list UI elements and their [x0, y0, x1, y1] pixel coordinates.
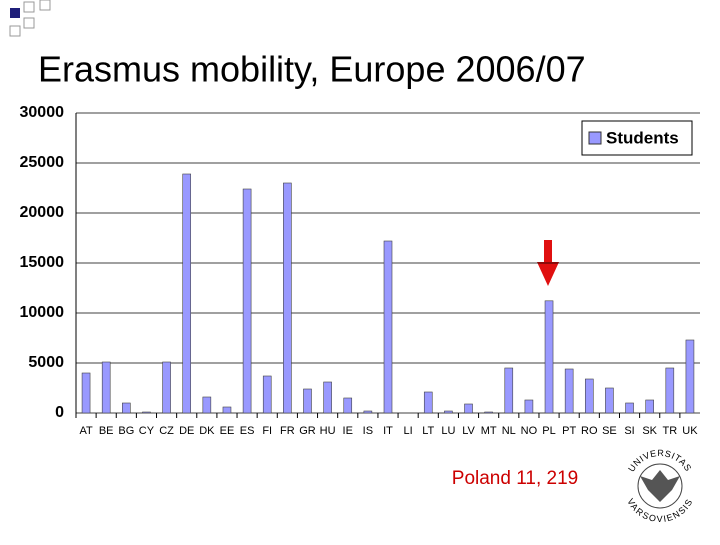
bar — [242, 188, 252, 414]
bar — [202, 396, 212, 414]
bar — [363, 410, 373, 414]
bar — [665, 367, 675, 414]
bar — [645, 399, 654, 414]
x-tick-label: IS — [363, 425, 373, 437]
x-tick-label: AT — [79, 425, 93, 437]
x-tick-label: PT — [562, 425, 576, 437]
y-tick-label: 20000 — [20, 204, 65, 221]
bar — [564, 368, 574, 414]
bar — [81, 372, 91, 414]
x-tick-label: SI — [624, 425, 634, 437]
x-tick-label: NO — [521, 425, 538, 437]
x-tick-label: RO — [581, 425, 598, 437]
bar — [142, 411, 151, 414]
bar — [222, 406, 232, 414]
bar — [122, 402, 131, 414]
bar — [162, 361, 171, 414]
annotation: Poland 11, 219 — [452, 468, 578, 489]
x-tick-label: LU — [441, 425, 455, 437]
x-tick-label: IE — [343, 425, 353, 437]
x-tick-label: CZ — [159, 425, 174, 437]
bar — [524, 399, 534, 414]
y-tick-label: 5000 — [28, 354, 64, 371]
y-tick-label: 15000 — [20, 254, 65, 271]
x-tick-label: FR — [280, 425, 295, 437]
x-tick-label: TR — [662, 425, 677, 437]
bar — [101, 361, 111, 414]
x-tick-label: HU — [320, 425, 336, 437]
x-tick-label: ES — [240, 425, 255, 437]
bar — [444, 410, 453, 414]
corner-decoration — [9, 0, 51, 37]
x-tick-label: LT — [422, 425, 434, 437]
x-tick-label: GR — [299, 425, 316, 437]
y-tick-label: 10000 — [20, 304, 65, 321]
bar — [283, 182, 292, 414]
bar — [182, 173, 192, 414]
slide-title: Erasmus mobility, Europe 2006/07 — [38, 49, 586, 90]
bar — [343, 397, 353, 414]
legend-label: Students — [606, 128, 679, 147]
x-tick-label: PL — [542, 425, 555, 437]
x-tick-label: BG — [118, 425, 134, 437]
bar — [584, 378, 594, 414]
bar — [383, 240, 393, 414]
bar — [504, 367, 514, 414]
bar — [323, 381, 332, 414]
y-tick-label: 30000 — [20, 104, 65, 121]
bar — [605, 387, 614, 414]
y-tick-label: 25000 — [20, 154, 65, 171]
legend: Students — [581, 120, 693, 156]
bar — [423, 391, 433, 414]
x-tick-label: LI — [404, 425, 413, 437]
y-tick-label: 0 — [55, 404, 64, 421]
x-tick-label: CY — [139, 425, 155, 437]
bar — [685, 339, 695, 414]
x-tick-label: MT — [481, 425, 497, 437]
bar — [262, 375, 272, 414]
bar — [484, 411, 493, 414]
bar — [544, 300, 554, 414]
x-tick-label: BE — [99, 425, 114, 437]
bar — [625, 402, 634, 414]
bar — [464, 403, 473, 414]
x-tick-label: DE — [179, 425, 194, 437]
bar — [303, 388, 312, 414]
x-tick-label: LV — [462, 425, 475, 437]
x-tick-label: DK — [199, 425, 215, 437]
x-tick-label: SK — [642, 425, 657, 437]
x-tick-label: NL — [502, 425, 516, 437]
x-tick-label: IT — [383, 425, 393, 437]
x-tick-label: UK — [682, 425, 698, 437]
x-tick-label: FI — [262, 425, 272, 437]
x-tick-label: EE — [220, 425, 235, 437]
x-tick-label: SE — [602, 425, 617, 437]
legend-swatch — [588, 131, 602, 145]
